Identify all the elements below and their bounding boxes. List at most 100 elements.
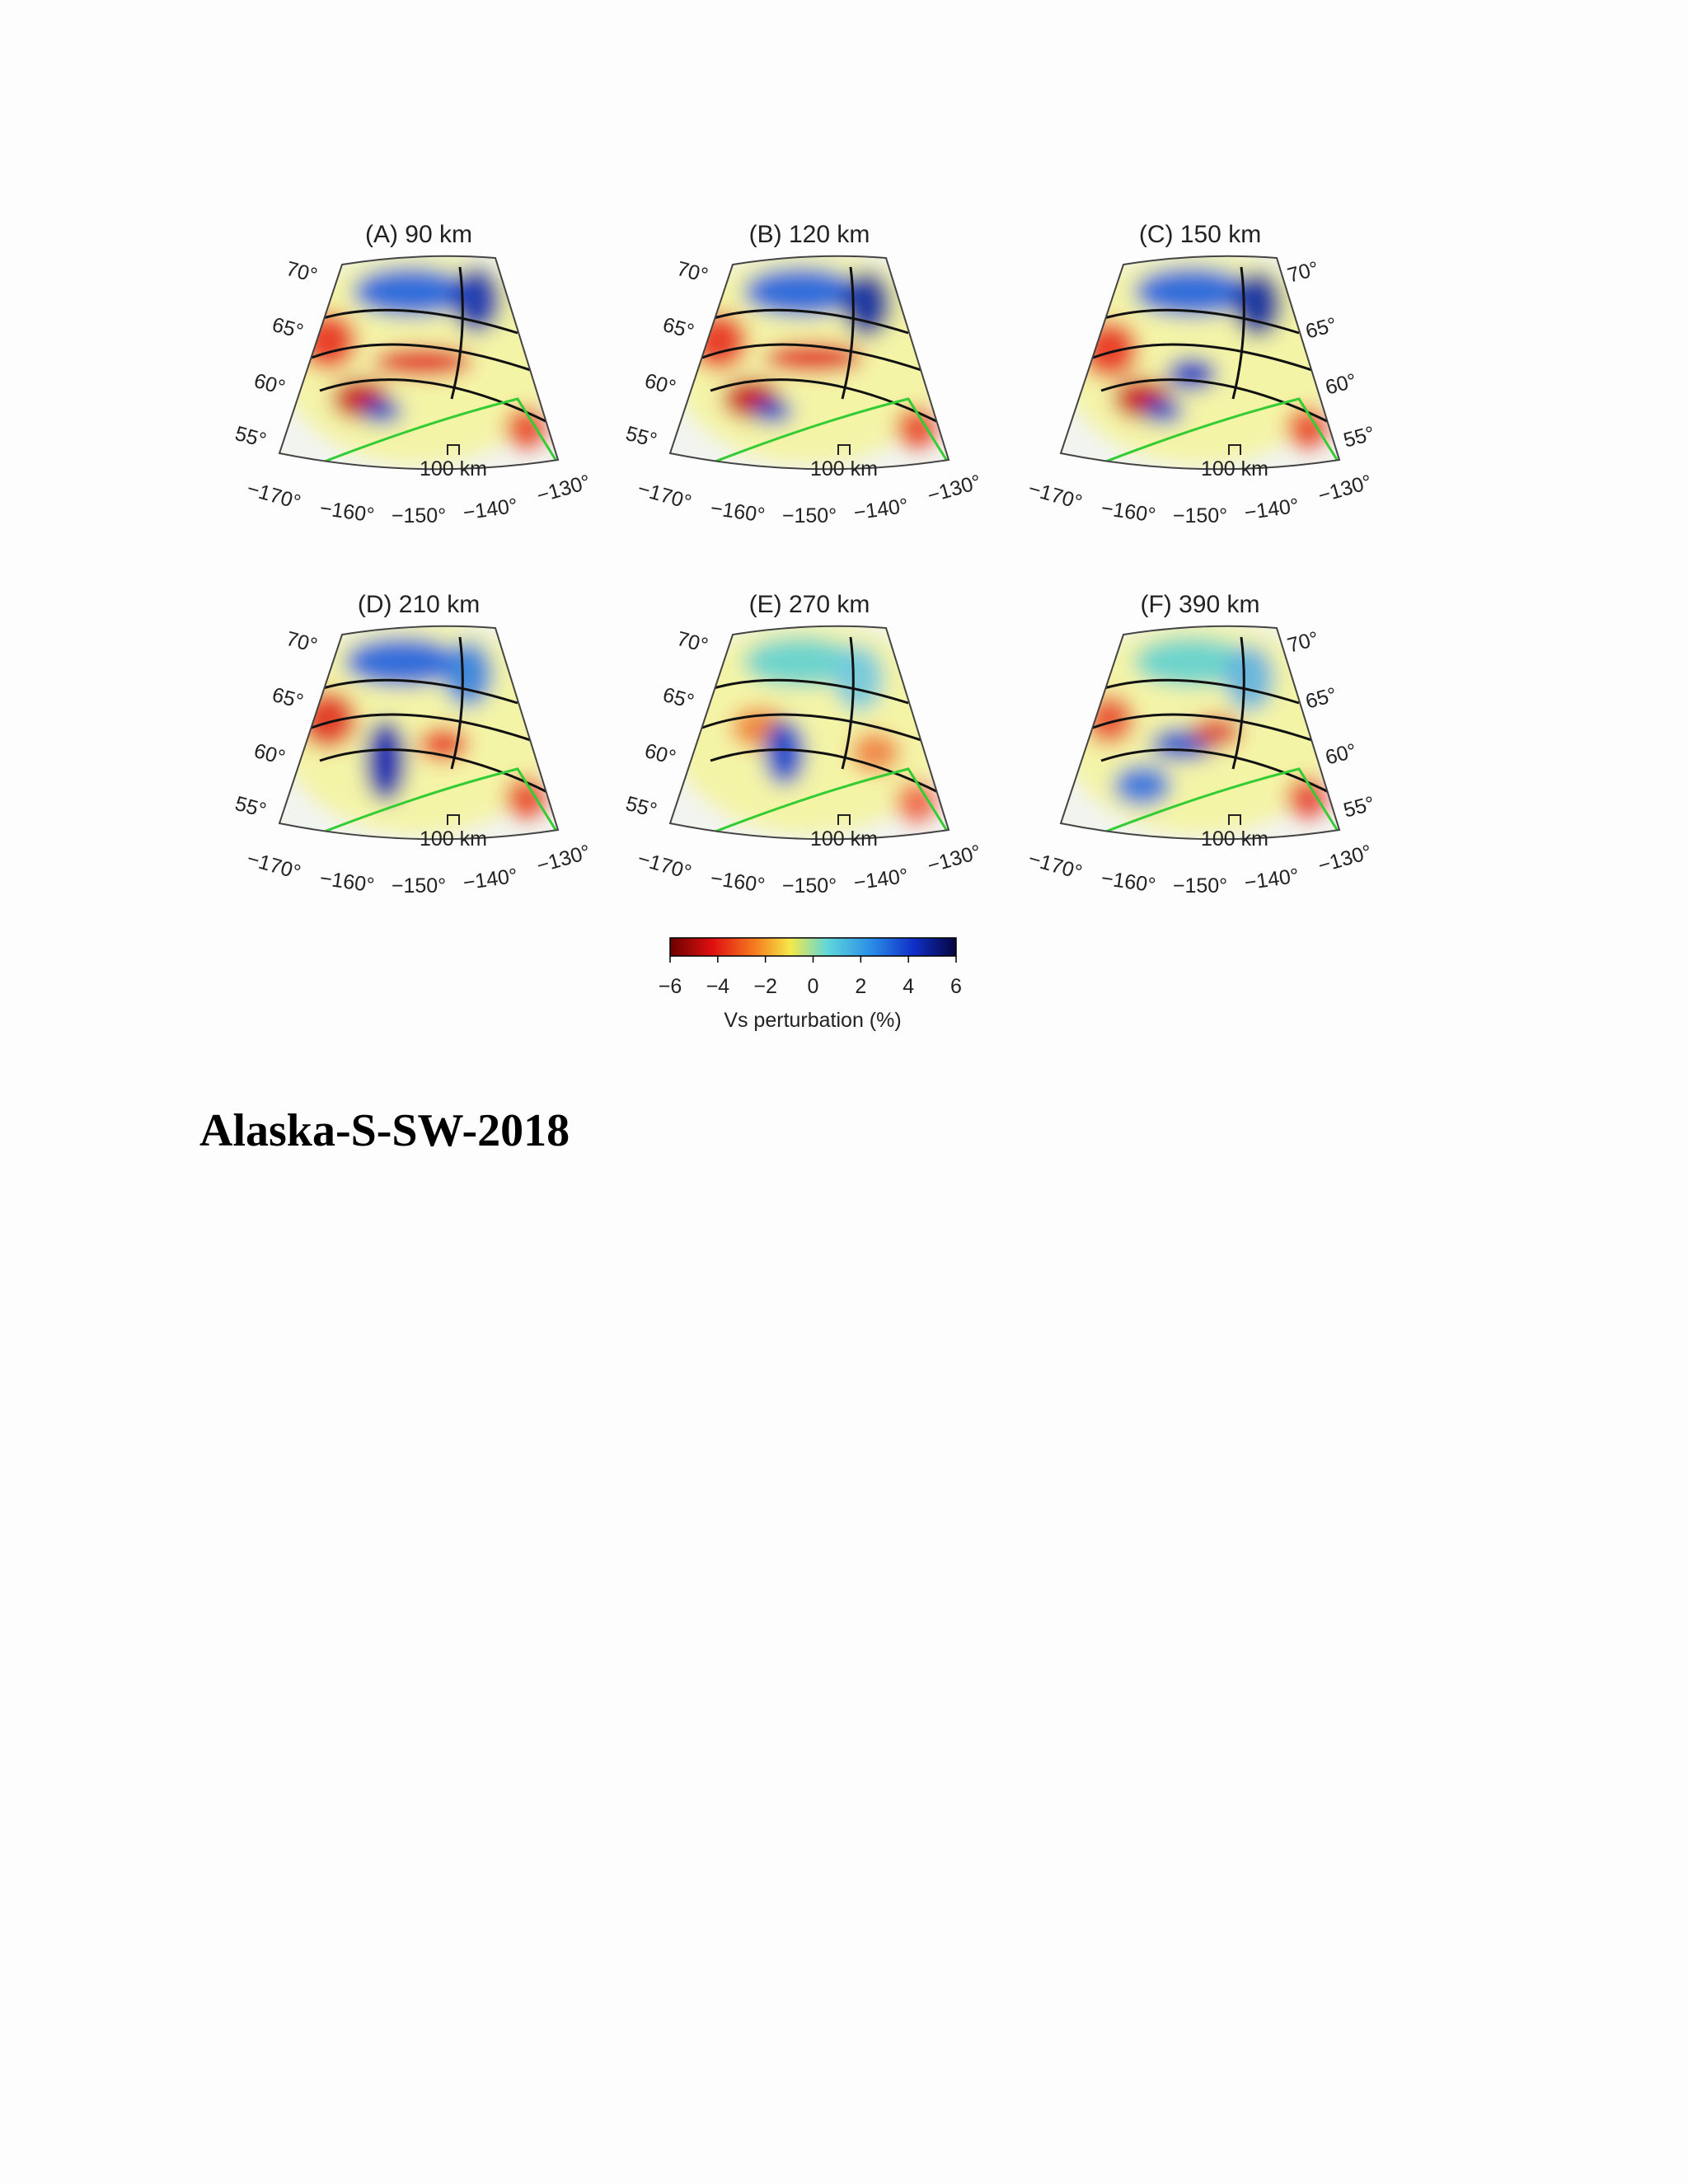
fault-line bbox=[841, 636, 855, 770]
fault-line bbox=[311, 713, 543, 746]
longitude-label: −160° bbox=[318, 497, 376, 527]
fault-line bbox=[841, 266, 855, 400]
trench bbox=[1076, 767, 1339, 840]
fault-line bbox=[710, 378, 942, 425]
anomaly bbox=[452, 267, 501, 333]
colorbar-tick-label: −6 bbox=[659, 975, 682, 998]
trench bbox=[294, 767, 558, 840]
fault-line bbox=[701, 713, 934, 746]
tomography-map bbox=[670, 255, 949, 470]
tomography-map bbox=[1061, 255, 1339, 470]
longitude-label: −150° bbox=[782, 504, 837, 527]
latitude-label: 70° bbox=[284, 257, 320, 288]
latitude-label: 65° bbox=[270, 313, 306, 344]
anomaly bbox=[443, 641, 493, 707]
longitude-label: −150° bbox=[782, 874, 837, 898]
map-frame bbox=[668, 625, 950, 841]
anomaly bbox=[373, 347, 472, 377]
scale-label: 100 km bbox=[810, 457, 878, 480]
longitude-label: −140° bbox=[1243, 494, 1301, 525]
anomaly bbox=[743, 637, 859, 687]
latitude-label: 55° bbox=[623, 792, 659, 823]
fault-line bbox=[710, 748, 942, 795]
anomaly bbox=[365, 719, 406, 802]
anomaly bbox=[353, 267, 468, 316]
anomaly bbox=[1134, 637, 1250, 687]
longitude-label: −140° bbox=[852, 494, 910, 525]
trench bbox=[294, 397, 558, 470]
map-frame bbox=[1059, 255, 1341, 471]
fault-line bbox=[319, 378, 551, 425]
longitude-label: −170° bbox=[244, 847, 302, 884]
longitude-label: −160° bbox=[709, 867, 767, 898]
latitude-label: 70° bbox=[1285, 257, 1321, 288]
fault-line bbox=[1231, 636, 1245, 770]
map-panel: (C) 150 km 100 km 70° 65° 60° 55° −170° −160° −1… bbox=[1025, 221, 1376, 527]
longitude-label: −140° bbox=[852, 865, 910, 895]
anomaly bbox=[1192, 715, 1241, 748]
colorbar-tick-label: 0 bbox=[808, 975, 819, 998]
map-panel: (B) 120 km 100 km 70° 65° 60° 55° −170° −160° −1… bbox=[623, 221, 983, 527]
scale-label: 100 km bbox=[420, 827, 487, 851]
scale-label: 100 km bbox=[1201, 827, 1268, 851]
scale-bar bbox=[447, 814, 460, 825]
panel-title: (E) 270 km bbox=[749, 591, 870, 618]
map-panel: (D) 210 km 100 km 70° 65° 60° 55° −170° −160° −1… bbox=[232, 591, 593, 898]
anomaly bbox=[842, 271, 892, 337]
trench bbox=[1076, 397, 1339, 470]
colorbar bbox=[669, 937, 957, 957]
fault-line bbox=[1092, 343, 1325, 376]
fault-line bbox=[450, 266, 464, 400]
anomaly bbox=[752, 399, 793, 424]
anomaly bbox=[1142, 399, 1184, 424]
map-frame bbox=[278, 255, 560, 471]
tomography-map bbox=[1061, 626, 1339, 840]
latitude-label: 60° bbox=[251, 369, 288, 400]
velocity-field bbox=[1061, 626, 1339, 835]
map-frame bbox=[1059, 625, 1341, 841]
anomaly bbox=[690, 312, 748, 370]
fault-line bbox=[450, 636, 464, 770]
longitude-label: −160° bbox=[1100, 497, 1157, 527]
latitude-label: 70° bbox=[1285, 627, 1321, 658]
panel-title: (F) 390 km bbox=[1140, 591, 1259, 618]
latitude-label: 70° bbox=[674, 627, 710, 658]
fault-line bbox=[1100, 748, 1333, 795]
longitude-label: −150° bbox=[392, 874, 446, 898]
latitude-label: 70° bbox=[674, 257, 710, 288]
velocity-field bbox=[279, 255, 558, 465]
latitude-label: 65° bbox=[660, 683, 696, 714]
anomaly bbox=[896, 781, 937, 823]
longitude-label: −130° bbox=[1315, 471, 1374, 508]
longitude-label: −140° bbox=[462, 494, 519, 525]
latitude-label: 65° bbox=[270, 683, 306, 714]
anomaly bbox=[345, 637, 460, 687]
longitude-label: −170° bbox=[1025, 847, 1084, 884]
fault-line bbox=[701, 343, 934, 376]
scale-label: 100 km bbox=[420, 457, 487, 480]
map-panel: (E) 270 km 100 km 70° 65° 60° 55° −170° −160° −1… bbox=[623, 591, 983, 898]
latitude-label: 55° bbox=[232, 792, 269, 823]
panel-title: (D) 210 km bbox=[358, 591, 480, 618]
anomaly bbox=[1233, 271, 1282, 337]
longitude-label: −170° bbox=[1025, 477, 1084, 514]
colorbar-label: Vs perturbation (%) bbox=[724, 1009, 901, 1032]
panel-title: (A) 90 km bbox=[365, 221, 472, 248]
map-frame bbox=[668, 255, 950, 471]
tomography-map bbox=[279, 255, 558, 470]
anomaly bbox=[1134, 267, 1250, 316]
colorbar-tick-label: 6 bbox=[950, 975, 962, 998]
trench bbox=[685, 397, 949, 470]
colorbar-tick-label: 2 bbox=[855, 975, 866, 998]
colorbar-tick-label: −4 bbox=[706, 975, 730, 998]
map-panel: (F) 390 km 100 km 70° 65° 60° 55° −170° −160° −1… bbox=[1025, 591, 1376, 898]
anomaly bbox=[1114, 765, 1171, 806]
tomography-map bbox=[279, 626, 558, 840]
latitude-label: 55° bbox=[232, 422, 269, 452]
latitude-label: 60° bbox=[251, 739, 288, 770]
latitude-label: 65° bbox=[1303, 683, 1339, 714]
latitude-label: 60° bbox=[642, 739, 678, 770]
colorbar-tick-label: 4 bbox=[903, 975, 914, 998]
velocity-field bbox=[670, 626, 949, 835]
